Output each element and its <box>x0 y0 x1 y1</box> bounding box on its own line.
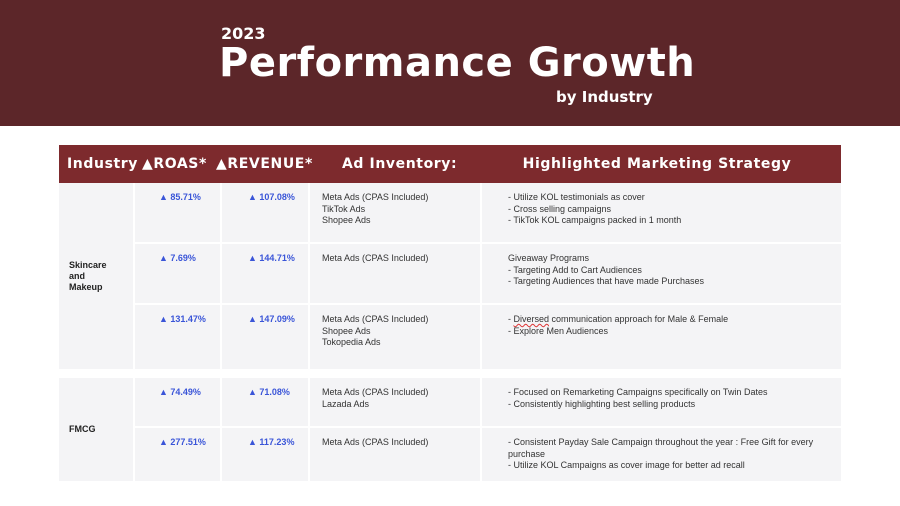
strategy-item: Giveaway Programs <box>508 253 590 263</box>
industry-label-line: Skincare <box>69 259 107 270</box>
industry-label-line: FMCG <box>69 424 96 434</box>
column-header-industry: Industry <box>67 156 139 172</box>
column-header-ad-inventory: Ad Inventory: <box>342 156 458 172</box>
industry-label-line: and <box>69 270 86 281</box>
inventory-item: Shopee Ads <box>322 215 371 225</box>
inventory-item: Meta Ads (CPAS Included) <box>322 437 429 447</box>
ad-inventory-cell: Meta Ads (CPAS Included) <box>310 428 482 481</box>
ad-inventory-cell: Meta Ads (CPAS Included) Shopee Ads Toko… <box>310 305 482 369</box>
industry-group-skincare: Skincare and Makeup ▲ 85.71% ▲ 107.08% M… <box>59 183 841 369</box>
roas-value: ▲ 74.49% <box>135 378 222 426</box>
strategy-item: - Focused on Remarketing Campaigns speci… <box>508 387 768 397</box>
ad-inventory-cell: Meta Ads (CPAS Included) <box>310 244 482 303</box>
strategy-cell: - Diversed communication approach for Ma… <box>482 305 841 369</box>
table-row: ▲ 85.71% ▲ 107.08% Meta Ads (CPAS Includ… <box>135 183 841 244</box>
column-header-roas: ▲ROAS* <box>142 156 207 172</box>
column-header-strategy: Highlighted Marketing Strategy <box>522 156 792 172</box>
strategy-item: - Consistent Payday Sale Campaign throug… <box>508 437 814 459</box>
revenue-value: ▲ 117.23% <box>222 428 310 481</box>
inventory-item: TikTok Ads <box>322 203 366 214</box>
strategy-text: communication approach for Male & Female <box>549 314 729 324</box>
column-header-revenue: ▲REVENUE* <box>216 156 313 172</box>
strategy-item: - Explore Men Audiences <box>508 325 609 336</box>
industry-cell: Skincare and Makeup <box>59 183 135 369</box>
inventory-item: Meta Ads (CPAS Included) <box>322 192 429 202</box>
industry-group-fmcg: FMCG ▲ 74.49% ▲ 71.08% Meta Ads (CPAS In… <box>59 378 841 481</box>
strategy-item: - Targeting Audiences that have made Pur… <box>508 276 704 286</box>
spellcheck-word: Diversed <box>513 314 550 324</box>
header-banner: 2023 Performance Growth by Industry <box>0 0 900 126</box>
table-row: ▲ 7.69% ▲ 144.71% Meta Ads (CPAS Include… <box>135 244 841 305</box>
inventory-item: Meta Ads (CPAS Included) <box>322 314 429 324</box>
industry-cell: FMCG <box>59 378 135 481</box>
revenue-value: ▲ 107.08% <box>222 183 310 242</box>
revenue-value: ▲ 71.08% <box>222 378 310 426</box>
roas-value: ▲ 85.71% <box>135 183 222 242</box>
table-row: ▲ 277.51% ▲ 117.23% Meta Ads (CPAS Inclu… <box>135 428 841 481</box>
performance-table: Industry ▲ROAS* ▲REVENUE* Ad Inventory: … <box>59 145 841 481</box>
strategy-prefix: - <box>508 314 514 324</box>
header-subtitle: by Industry <box>556 88 653 106</box>
roas-value: ▲ 7.69% <box>135 244 222 303</box>
roas-value: ▲ 277.51% <box>135 428 222 481</box>
table-row: ▲ 74.49% ▲ 71.08% Meta Ads (CPAS Include… <box>135 378 841 428</box>
strategy-cell: - Consistent Payday Sale Campaign throug… <box>482 428 841 481</box>
inventory-item: Tokopedia Ads <box>322 337 381 347</box>
industry-label-line: Makeup <box>69 281 103 292</box>
roas-value: ▲ 131.47% <box>135 305 222 369</box>
inventory-item: Shopee Ads <box>322 325 371 336</box>
strategy-item: - Consistently highlighting best selling… <box>508 398 696 409</box>
strategy-cell: Giveaway Programs - Targeting Add to Car… <box>482 244 841 303</box>
revenue-value: ▲ 147.09% <box>222 305 310 369</box>
page-title: Performance Growth <box>219 40 696 86</box>
strategy-item: - TikTok KOL campaigns packed in 1 month <box>508 215 682 225</box>
ad-inventory-cell: Meta Ads (CPAS Included) Lazada Ads <box>310 378 482 426</box>
inventory-item: Meta Ads (CPAS Included) <box>322 387 429 397</box>
ad-inventory-cell: Meta Ads (CPAS Included) TikTok Ads Shop… <box>310 183 482 242</box>
table-row: ▲ 131.47% ▲ 147.09% Meta Ads (CPAS Inclu… <box>135 305 841 369</box>
inventory-item: Meta Ads (CPAS Included) <box>322 253 429 263</box>
strategy-item: - Utilize KOL testimonials as cover <box>508 192 645 202</box>
inventory-item: Lazada Ads <box>322 398 370 409</box>
strategy-item: - Cross selling campaigns <box>508 203 612 214</box>
strategy-item: - Targeting Add to Cart Audiences <box>508 264 642 275</box>
strategy-cell: - Focused on Remarketing Campaigns speci… <box>482 378 841 426</box>
revenue-value: ▲ 144.71% <box>222 244 310 303</box>
strategy-cell: - Utilize KOL testimonials as cover - Cr… <box>482 183 841 242</box>
header-year: 2023 <box>221 24 266 43</box>
strategy-item: - Diversed communication approach for Ma… <box>508 314 837 326</box>
strategy-item: - Utilize KOL Campaigns as cover image f… <box>508 460 745 470</box>
table-header-row: Industry ▲ROAS* ▲REVENUE* Ad Inventory: … <box>59 145 841 183</box>
